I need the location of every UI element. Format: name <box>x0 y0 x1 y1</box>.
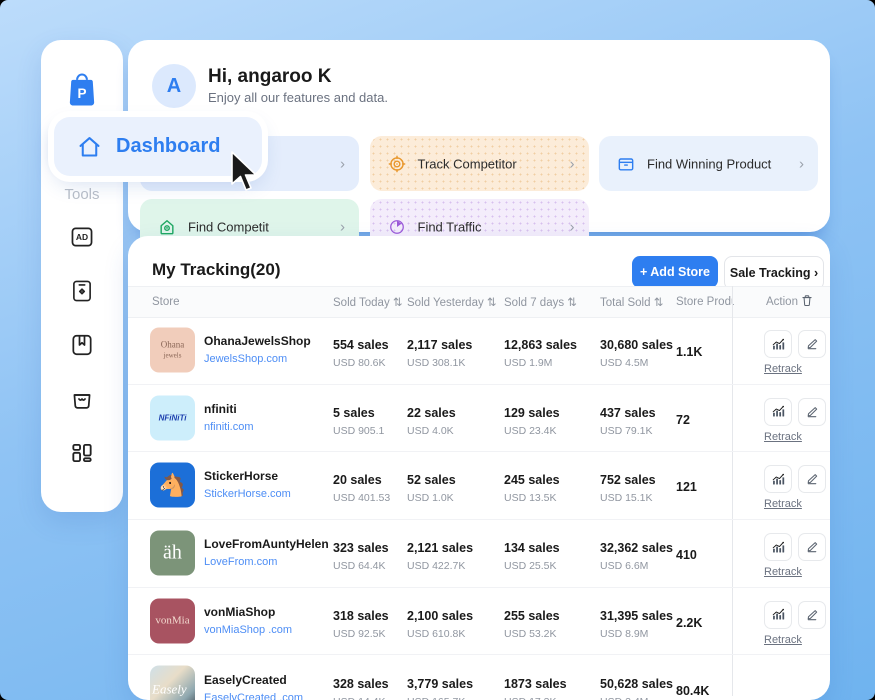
svg-text:P: P <box>77 86 86 101</box>
svg-text:AD: AD <box>76 232 88 242</box>
